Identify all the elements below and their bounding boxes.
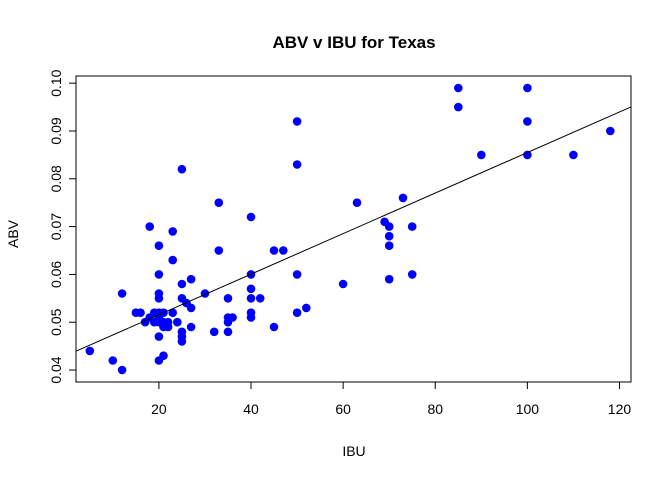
data-point [223,294,233,303]
data-point [186,274,196,284]
data-point [398,193,408,203]
data-point [154,332,164,341]
data-point [454,83,463,93]
data-point [255,294,265,303]
data-point [186,303,196,313]
y-axis-label: ABV [5,219,21,248]
y-tick-label: 0.06 [48,261,64,288]
data-point [352,198,362,207]
x-tick-label: 20 [151,401,167,417]
data-point [154,294,164,303]
data-point [108,356,118,365]
data-point [154,241,164,250]
data-point [407,270,417,279]
data-point [159,351,168,361]
x-tick-label: 120 [608,401,632,417]
regression-line-layer [75,106,632,352]
data-point [384,222,394,231]
data-point [163,322,173,332]
x-tick-label: 80 [427,401,443,417]
data-point [214,198,224,207]
data-point [292,270,302,279]
points-layer [85,83,615,375]
data-point [117,365,127,375]
data-point [384,274,394,284]
data-point [173,317,182,327]
data-point [246,313,256,322]
data-point [384,231,394,241]
data-point [145,222,154,231]
data-point [168,255,177,265]
x-tick-label: 40 [243,401,259,417]
x-axis-label: IBU [342,443,365,459]
data-point [454,102,463,112]
data-point [168,308,177,318]
data-point [85,346,95,356]
chart-title: ABV v IBU for Texas [272,33,435,52]
data-point [177,164,187,174]
y-axis: 0.04 0.05 0.06 0.07 0.08 0.09 0.10 [48,69,77,384]
data-point [292,160,302,169]
data-point [292,308,302,318]
data-point [279,246,288,255]
data-point [338,279,348,289]
x-tick-label: 100 [516,401,540,417]
y-tick-label: 0.10 [48,69,64,96]
data-point [209,327,219,337]
y-tick-label: 0.05 [48,308,64,335]
y-tick-label: 0.08 [48,165,64,192]
x-axis: 20 40 60 80 100 120 [151,381,632,417]
data-point [136,308,145,318]
data-point [177,279,187,289]
data-point [177,337,187,346]
data-point [228,313,237,322]
data-point [292,117,302,126]
data-point [477,150,486,160]
data-point [523,117,532,126]
y-tick-label: 0.04 [48,356,64,383]
data-point [246,212,256,222]
x-tick-label: 60 [335,401,351,417]
data-point [246,284,256,294]
y-tick-label: 0.07 [48,213,64,240]
data-point [186,322,196,332]
data-point [384,241,394,250]
data-point [269,246,279,255]
y-tick-label: 0.09 [48,117,64,144]
data-point [246,294,256,303]
data-point [223,327,233,337]
regression-line [75,106,632,352]
data-point [214,246,224,255]
data-point [523,150,532,160]
data-point [117,289,127,298]
data-point [154,270,164,279]
data-point [523,83,532,93]
data-point [168,227,177,236]
data-point [302,303,311,313]
data-point [269,322,279,332]
data-point [569,150,578,160]
data-point [407,222,417,231]
data-point [606,126,615,136]
